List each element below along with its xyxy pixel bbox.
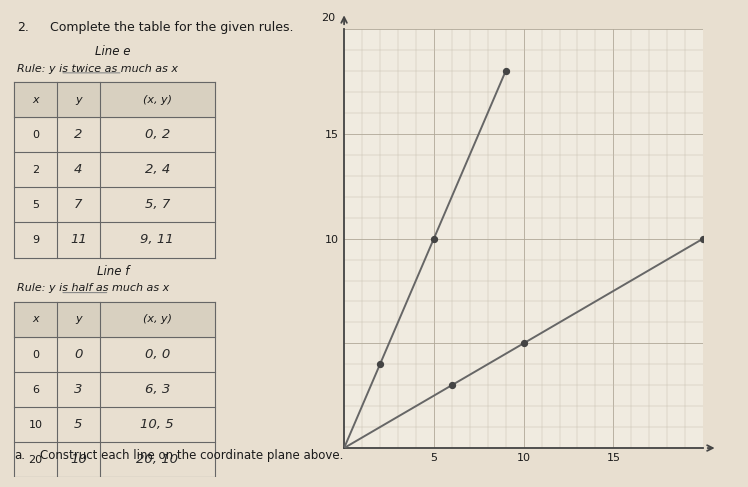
Text: 20: 20 [321, 13, 335, 23]
Text: 2: 2 [74, 128, 82, 141]
Text: 2: 2 [32, 165, 39, 175]
Point [428, 235, 440, 243]
Point [500, 67, 512, 75]
Text: 6, 3: 6, 3 [144, 383, 170, 396]
Text: Complete the table for the given rules.: Complete the table for the given rules. [50, 21, 294, 35]
Text: 0: 0 [32, 350, 39, 359]
Bar [14, 82, 215, 117]
Text: 4: 4 [74, 163, 82, 176]
Text: y: y [75, 95, 82, 105]
Text: (x, y): (x, y) [143, 315, 172, 324]
Text: 10: 10 [28, 420, 43, 430]
Text: Line f: Line f [96, 264, 129, 278]
Text: x: x [32, 95, 39, 105]
Text: 0: 0 [32, 130, 39, 140]
Text: 3: 3 [74, 383, 82, 396]
Bar [14, 302, 215, 337]
Text: (x, y): (x, y) [143, 95, 172, 105]
Text: 5: 5 [74, 418, 82, 431]
Text: 0, 0: 0, 0 [144, 348, 170, 361]
Text: Rule: y is half as much as x: Rule: y is half as much as x [17, 283, 170, 293]
Text: x: x [32, 315, 39, 324]
Text: 9: 9 [32, 235, 39, 245]
Text: 20, 10: 20, 10 [136, 453, 178, 466]
Text: 2.: 2. [17, 21, 29, 35]
Text: 7: 7 [74, 198, 82, 211]
Text: Construct each line on the coordinate plane above.: Construct each line on the coordinate pl… [40, 449, 344, 462]
Text: 11: 11 [70, 233, 87, 246]
Text: Line e: Line e [95, 45, 131, 58]
Text: 6: 6 [32, 385, 39, 394]
Text: 2, 4: 2, 4 [144, 163, 170, 176]
Text: 5, 7: 5, 7 [144, 198, 170, 211]
Text: 0, 2: 0, 2 [144, 128, 170, 141]
Point [518, 339, 530, 347]
Text: 10, 5: 10, 5 [141, 418, 174, 431]
Text: 20: 20 [28, 455, 43, 465]
Text: 9, 11: 9, 11 [141, 233, 174, 246]
Text: 10: 10 [70, 453, 87, 466]
Text: a.: a. [14, 449, 25, 462]
Text: y: y [75, 315, 82, 324]
Text: 0: 0 [74, 348, 82, 361]
Point [446, 381, 458, 389]
Text: 5: 5 [32, 200, 39, 210]
Text: Rule: y is twice as much as x: Rule: y is twice as much as x [17, 63, 178, 74]
Point [697, 235, 709, 243]
Point [374, 360, 386, 368]
